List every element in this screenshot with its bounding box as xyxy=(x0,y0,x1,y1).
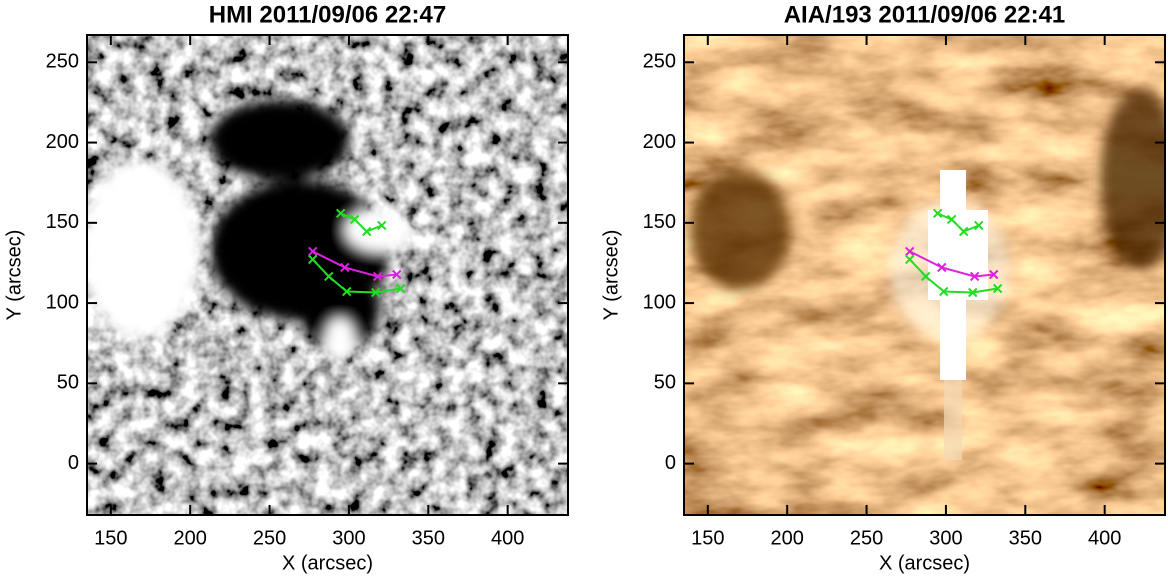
marker xyxy=(362,226,372,237)
curve xyxy=(909,250,994,278)
marker xyxy=(969,271,980,282)
y-tick-label: 250 xyxy=(46,51,79,73)
x-axis-label: X (arcsec) xyxy=(282,552,373,574)
y-tick-label: 150 xyxy=(46,211,79,233)
marker xyxy=(371,287,381,298)
marker xyxy=(377,220,387,231)
chart-title: AIA/193 2011/09/06 22:41 xyxy=(784,1,1066,28)
curve xyxy=(937,212,980,233)
x-tick-label: 250 xyxy=(850,527,883,549)
chart-title: HMI 2011/09/06 22:47 xyxy=(209,1,447,28)
x-tick-label: 400 xyxy=(1088,527,1121,549)
y-tick-label: 0 xyxy=(665,452,676,474)
marker xyxy=(921,271,931,282)
marker xyxy=(395,283,406,294)
marker xyxy=(989,269,999,280)
y-tick-label: 200 xyxy=(643,131,676,153)
y-tick-label: 0 xyxy=(68,452,79,474)
y-tick-label: 100 xyxy=(46,291,79,313)
curve xyxy=(340,212,383,233)
marker xyxy=(349,214,360,225)
x-tick-label: 350 xyxy=(412,527,445,549)
y-tick-label: 50 xyxy=(654,372,676,394)
marker xyxy=(342,286,352,297)
x-tick-label: 300 xyxy=(332,527,365,549)
x-tick-label: 400 xyxy=(491,527,524,549)
y-tick-label: 200 xyxy=(46,131,79,153)
y-axis-label: Y (arcsec) xyxy=(600,230,622,321)
x-tick-label: 300 xyxy=(929,527,962,549)
curve xyxy=(312,250,397,278)
x-tick-label: 200 xyxy=(173,527,206,549)
x-tick-label: 350 xyxy=(1009,527,1042,549)
marker xyxy=(937,262,947,273)
frame xyxy=(683,34,1166,516)
x-tick-label: 200 xyxy=(770,527,803,549)
x-tick-label: 250 xyxy=(253,527,286,549)
marker xyxy=(974,220,984,231)
x-tick-label: 150 xyxy=(691,527,724,549)
marker xyxy=(308,254,318,265)
y-tick-label: 250 xyxy=(643,51,676,73)
marker xyxy=(372,271,383,282)
marker xyxy=(905,246,915,257)
x-axis-label: X (arcsec) xyxy=(879,552,970,574)
marker xyxy=(932,208,943,219)
marker xyxy=(340,262,350,273)
hmi-image xyxy=(87,35,568,515)
marker xyxy=(968,287,978,298)
marker xyxy=(959,226,969,237)
marker xyxy=(392,269,402,280)
marker xyxy=(905,254,915,265)
marker xyxy=(946,214,957,225)
aia-image xyxy=(684,35,1165,515)
y-axis-label: Y (arcsec) xyxy=(3,230,25,321)
y-tick-label: 150 xyxy=(643,211,676,233)
marker xyxy=(335,208,346,219)
y-tick-label: 100 xyxy=(643,291,676,313)
marker xyxy=(324,271,334,282)
y-tick-label: 50 xyxy=(57,372,79,394)
frame xyxy=(86,34,569,516)
marker xyxy=(939,286,949,297)
marker xyxy=(992,283,1003,294)
x-tick-label: 150 xyxy=(94,527,127,549)
marker xyxy=(308,246,318,257)
